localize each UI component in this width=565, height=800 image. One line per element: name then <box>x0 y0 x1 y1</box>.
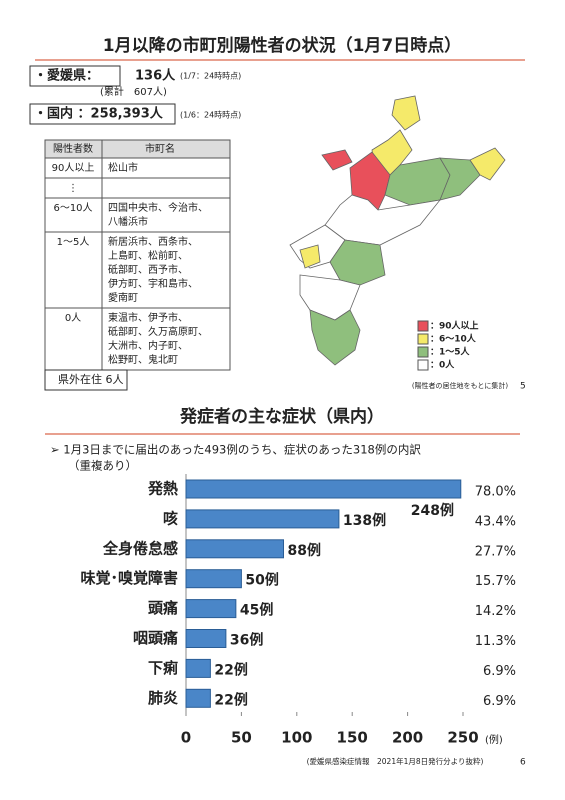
value-label: 45例 <box>240 602 273 619</box>
header-cell: 市町名 <box>145 142 175 155</box>
page-number: 5 <box>520 382 526 392</box>
category-label: 肺炎 <box>148 689 178 707</box>
city-cell: 砥部町、久万高原町、 <box>108 325 208 338</box>
category-label: 下痢 <box>148 659 178 677</box>
share-label: 43.4% <box>475 514 516 529</box>
category-label: 咳 <box>163 509 178 527</box>
share-label: 27.7% <box>475 544 516 559</box>
value-label: 22例 <box>214 691 247 708</box>
count-cell: ⋮ <box>68 183 78 194</box>
region <box>309 309 361 366</box>
bar <box>185 688 211 708</box>
x-tick-label: 0 <box>181 729 191 747</box>
pref-label: ・愛媛県： <box>34 68 99 84</box>
outside: 県外在住 6人 <box>58 372 124 386</box>
category-label: 味覚･嗅覚障害 <box>80 569 178 587</box>
value-label: 88例 <box>288 542 321 559</box>
value-label: 248例 <box>411 502 454 519</box>
bar <box>185 539 285 559</box>
box <box>29 103 176 125</box>
share-label: 6.9% <box>483 664 516 679</box>
x-tick-label: 50 <box>231 729 252 747</box>
note: ➢ 1月3日までに届出のあった493例のうち、症状のあった318例の内訳 <box>50 443 421 457</box>
x-tick-label: 150 <box>337 729 368 747</box>
share-label: 78.0% <box>475 485 516 500</box>
map <box>289 95 506 366</box>
x-tick-label: 100 <box>281 729 312 747</box>
share-label: 14.2% <box>475 604 516 619</box>
city-cell: 上島町、松前町、 <box>108 249 188 262</box>
legend: ：90人以上：6～10人：1～5人：0人 <box>417 320 479 371</box>
bar <box>185 509 340 529</box>
source: (愛媛県感染症情報 2021年1月8日発行分より抜粋) <box>307 756 484 766</box>
national-time: (1/6：24時時点) <box>180 111 241 120</box>
value-label: 138例 <box>343 512 386 529</box>
map-note: (陽性者の居住地をもとに集計) <box>412 381 509 390</box>
header-cell: 陽性者数 <box>53 142 93 155</box>
summary: ・愛媛県： 136人 (1/7：24時時点) (累計 607人) ・国内 ：25… <box>29 65 241 125</box>
region <box>324 194 441 246</box>
value-label: 50例 <box>245 572 278 589</box>
national: ・国内 ：258,393人 <box>34 106 164 122</box>
city-cell: 砥部町、西予市、 <box>108 263 188 276</box>
count-cell: 6～10人 <box>53 202 92 214</box>
city-cell: 松山市 <box>108 161 138 174</box>
x-tick-label: 250 <box>447 729 478 747</box>
legend-swatch <box>417 333 429 345</box>
city-cell: 四国中央市、今治市、 <box>108 201 208 214</box>
count-cell: 0人 <box>65 312 81 324</box>
share-label: 15.7% <box>475 574 516 589</box>
share-label: 11.3% <box>475 634 516 649</box>
region <box>321 149 353 171</box>
category-label: 全身倦怠感 <box>102 539 178 557</box>
count-cell: 90人以上 <box>52 162 95 174</box>
legend-label: ：90人以上 <box>430 320 479 332</box>
note: （重複あり） <box>68 459 137 473</box>
region <box>391 95 421 131</box>
bar <box>185 629 227 648</box>
pref-count: 136人 <box>135 68 176 84</box>
city-cell: 東温市、伊予市、 <box>108 311 188 324</box>
legend-label: ：6～10人 <box>430 333 477 345</box>
category-label: 咽頭痛 <box>133 629 178 647</box>
legend-swatch <box>417 359 429 371</box>
page-number: 6 <box>520 758 526 768</box>
city-cell: 大洲市、内子町、 <box>108 339 188 352</box>
bar <box>185 658 211 678</box>
row <box>44 307 231 371</box>
legend-swatch <box>417 346 429 358</box>
box <box>29 65 121 87</box>
bar <box>185 479 462 499</box>
pref-time: (1/7：24時時点) <box>180 72 241 81</box>
chart: 0 50 100 150 200 250 (例) 発熱 248例 78.0% 咳 138例 43.4% 全… <box>80 474 516 747</box>
x-axis-label: (例) <box>485 733 503 746</box>
region <box>469 147 506 181</box>
share-label: 6.9% <box>483 694 516 709</box>
city-cell: 愛南町 <box>108 291 138 304</box>
category-label: 発熱 <box>147 480 178 498</box>
title: 1月以降の市町別陽性者の状況（1月7日時点） <box>103 35 462 56</box>
legend-label: ：0人 <box>430 359 455 371</box>
title: 発症者の主な症状（県内） <box>179 406 384 427</box>
category-label: 頭痛 <box>148 599 178 617</box>
bar <box>185 569 242 589</box>
city-cell: 松野町、鬼北町 <box>108 353 178 366</box>
legend-swatch <box>417 320 429 332</box>
value-label: 22例 <box>214 661 247 678</box>
city-cell: 八幡浜市 <box>108 215 148 228</box>
bar <box>185 599 237 619</box>
x-tick-label: 200 <box>392 729 423 747</box>
city-cell: 新居浜市、西条市、 <box>108 235 198 248</box>
legend-label: ：1～5人 <box>430 346 471 358</box>
pref-total: (累計 607人) <box>100 85 167 98</box>
box <box>44 369 128 391</box>
city-cell: 伊方町、宇和島市、 <box>108 277 198 290</box>
table: 陽性者数 市町名 90人以上 松山市 ⋮ 6～10人 四国中央市、今治市、八幡浜市 1～5人 新… <box>44 139 231 371</box>
value-label: 36例 <box>230 632 263 649</box>
count-cell: 1～5人 <box>57 236 90 248</box>
region <box>299 244 321 269</box>
